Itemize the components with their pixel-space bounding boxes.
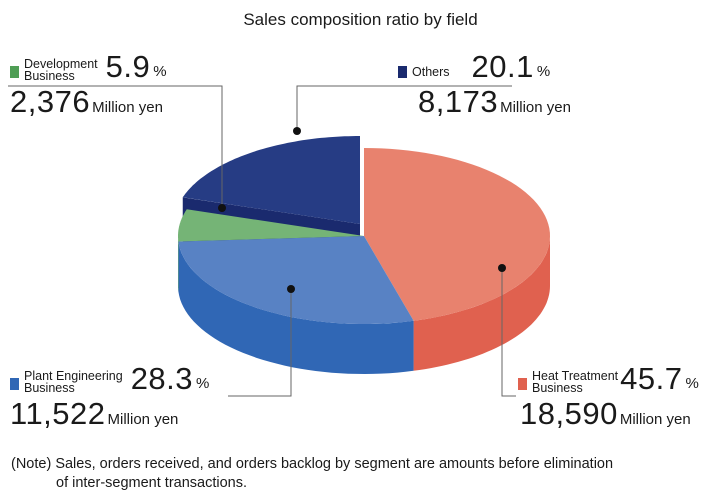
label-name: Others bbox=[412, 65, 450, 79]
footnote-line-2: of inter-segment transactions. bbox=[56, 475, 248, 491]
label-percent: 28.3 bbox=[130, 361, 194, 396]
amount-unit: Million yen bbox=[619, 411, 691, 428]
leader-dot-plant-engineering bbox=[287, 285, 295, 293]
leader-dot-others bbox=[293, 127, 301, 135]
label-others: Others 20.1 % 8,173 Million yen bbox=[398, 49, 571, 119]
label-development: Development Business 5.9 % 2,376 Million… bbox=[10, 49, 167, 119]
label-amount: 2,376 bbox=[10, 84, 91, 119]
percent-unit: % bbox=[536, 63, 551, 80]
percent-unit: % bbox=[685, 375, 699, 392]
footnote: (Note) Sales, orders received, and order… bbox=[11, 455, 613, 493]
legend-swatch-others bbox=[398, 66, 407, 78]
pie-side-plant-engineering bbox=[178, 241, 414, 374]
label-amount: 11,522 bbox=[10, 396, 106, 431]
label-plant-engineering: Plant Engineering Business 28.3 % 11,522… bbox=[10, 361, 210, 431]
label-name: Development Business bbox=[24, 57, 98, 83]
leader-line-plant-engineering bbox=[228, 289, 292, 397]
label-percent: 45.7 bbox=[620, 361, 683, 396]
pie-slice-development bbox=[178, 209, 364, 242]
amount-unit: Million yen bbox=[500, 99, 571, 116]
percent-unit: % bbox=[196, 375, 210, 392]
pie-slice-others bbox=[182, 136, 360, 224]
legend-swatch-plant-engineering bbox=[10, 378, 19, 390]
label-amount: 18,590 bbox=[520, 396, 618, 431]
amount-unit: Million yen bbox=[92, 99, 163, 116]
footnote-line-1: (Note) Sales, orders received, and order… bbox=[11, 456, 614, 472]
label-heat-treatment: Heat Treatment Business 45.7 % 18,590 Mi… bbox=[518, 361, 699, 431]
pie-slice-heat-treatment bbox=[364, 148, 550, 321]
legend-swatch-development bbox=[10, 66, 19, 78]
leader-dot-development bbox=[218, 204, 226, 212]
leader-line-heat-treatment bbox=[501, 268, 516, 397]
chart-title: Sales composition ratio by field bbox=[243, 10, 478, 29]
label-name: Heat Treatment Business bbox=[532, 369, 619, 395]
label-amount: 8,173 bbox=[418, 84, 499, 119]
pie-side-heat-treatment bbox=[413, 236, 550, 371]
label-name: Plant Engineering Business bbox=[24, 369, 123, 395]
percent-unit: % bbox=[153, 63, 167, 80]
label-percent: 5.9 bbox=[105, 49, 151, 84]
leader-line-others bbox=[296, 85, 512, 131]
amount-unit: Million yen bbox=[107, 411, 179, 428]
legend-swatch-heat-treatment bbox=[518, 378, 527, 390]
leader-dot-heat-treatment bbox=[498, 264, 506, 272]
pie-slice-plant-engineering bbox=[178, 236, 414, 324]
leader-line-development bbox=[8, 85, 223, 208]
label-percent: 20.1 bbox=[471, 49, 534, 84]
